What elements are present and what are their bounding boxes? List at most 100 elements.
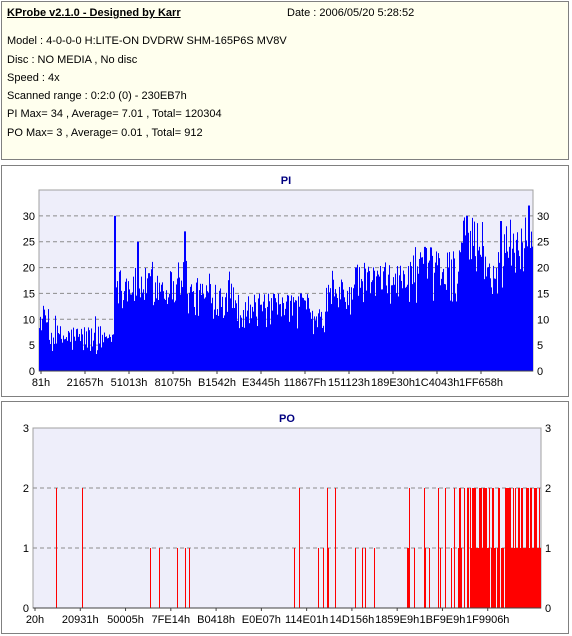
pi-bar [134,300,135,371]
pi-bar [221,306,222,371]
pi-bar [333,279,334,371]
pi-bar [261,304,262,371]
pi-bar [165,299,166,371]
pi-bar [144,299,145,371]
pi-bar [403,270,404,371]
pi-bar [384,267,385,371]
y-tick-label-right: 0 [537,366,543,378]
pi-bar [151,269,152,371]
pi-bar [164,298,165,371]
pi-bar [131,294,132,371]
pi-bar [257,326,258,371]
pi-bar [532,246,533,371]
pi-bar [101,347,102,371]
pi-chart-panel: PI 0 0 5 5 10 10 15 15 20 20 25 25 30 30 81h 21657h 51013… [1,165,569,397]
pi-bar [178,262,179,371]
x-tick-label: 51013h [111,377,148,389]
pi-bar [518,250,519,371]
pi-bar [302,297,303,371]
pi-bar [236,303,237,371]
po-bar [484,488,485,608]
pi-bar [80,341,81,371]
x-tick-label: 1859E9h [375,614,419,626]
pi-bar [248,296,249,371]
pi-bar [411,266,412,371]
pi-bar [92,346,93,371]
pi-bar [473,245,474,371]
pi-bar [197,278,198,371]
pi-bar [274,293,275,371]
pi-bar [389,265,390,371]
pi-bar [425,246,426,371]
po-bar [481,488,482,608]
pi-bar [276,302,277,371]
pi-bar [279,304,280,371]
po-bar [159,548,160,608]
pi-bar [338,307,339,371]
pi-bar [103,342,104,371]
pi-bar [390,303,391,371]
pi-bar [200,283,201,371]
y-tick-label-left: 20 [23,263,35,275]
pi-bar [39,328,40,371]
pi-bar [77,328,78,371]
pi-bar [67,340,68,371]
pi-bar [486,276,487,371]
po-bar [459,488,460,608]
pi-bar [309,308,310,371]
po-bar [477,548,478,608]
pi-bar [246,316,247,371]
pi-bar [69,332,70,371]
po-bar [509,488,510,608]
po-bar [323,548,324,608]
pi-bar [341,279,342,371]
pi-bar [275,298,276,371]
pi-bar [237,320,238,371]
pi-bar [359,267,360,371]
pi-bar [414,282,415,371]
x-tick-label: E3445h [242,377,280,389]
pi-bar [50,344,51,371]
pi-bar [490,278,491,371]
x-tick-label: 7FE14h [152,614,191,626]
po-bar [479,488,480,608]
pi-bar [369,271,370,371]
speed-info: Speed : 4x [7,72,60,84]
po-bar [429,548,430,608]
pi-bar [386,285,387,371]
x-tick-label: 1FF658h [459,377,503,389]
pi-bar [239,328,240,371]
pi-bar [491,287,492,371]
pi-bar [361,278,362,371]
po-bar [478,548,479,608]
pi-bar [187,294,188,371]
data-bars [39,205,533,371]
x-tick-label: 114E01h [285,614,328,626]
pi-bar [289,321,290,371]
pi-bar [445,284,446,371]
po-bar [532,548,533,608]
pi-bar [63,335,64,371]
pi-bar [175,300,176,371]
pi-bar [434,272,435,371]
pi-bar [90,350,91,371]
y-tick-label-right: 0 [545,603,551,615]
pi-bar [435,262,436,371]
pi-bar [266,327,267,371]
pi-bar [235,300,236,371]
pi-bar [467,215,468,371]
pi-bar [523,271,524,371]
pi-bar [482,222,483,371]
pi-bar [471,259,472,371]
pi-bar [251,318,252,371]
pi-bar [168,297,169,371]
po-bar [498,488,499,608]
po-bar [425,548,426,608]
pi-bar [209,273,210,371]
pi-bar [190,286,191,371]
pi-bar [219,290,220,371]
pi-bar [285,308,286,371]
pi-bar [521,228,522,371]
pi-bar [368,266,369,371]
pi-bar [97,350,98,371]
